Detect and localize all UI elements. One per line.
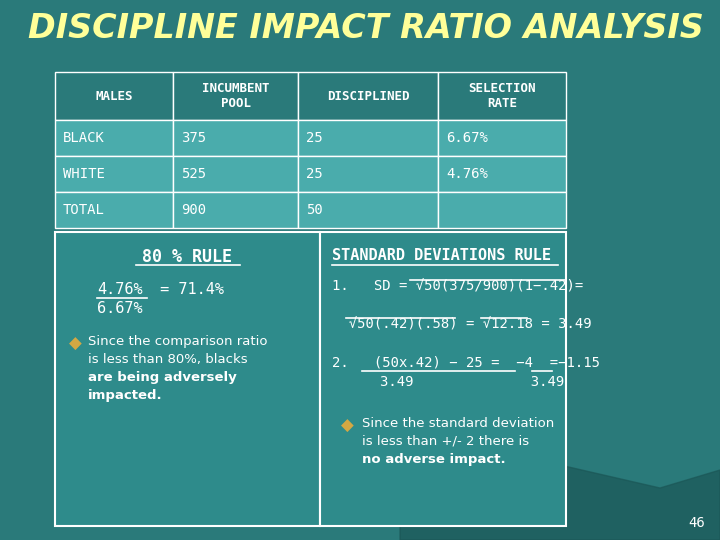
Text: 50: 50: [306, 203, 323, 217]
Text: 525: 525: [181, 167, 206, 181]
Bar: [438, 156, 566, 192]
Text: no adverse impact.: no adverse impact.: [362, 453, 505, 466]
Bar: [173, 192, 298, 228]
Bar: [173, 72, 298, 120]
Text: 4.76%: 4.76%: [446, 167, 488, 181]
Text: 1.   SD = √50(375/900)(1−.42)=: 1. SD = √50(375/900)(1−.42)=: [332, 279, 583, 293]
Text: Since the comparison ratio: Since the comparison ratio: [88, 335, 268, 348]
Text: 25: 25: [306, 167, 323, 181]
Bar: [55, 192, 173, 228]
Text: DISCIPLINE IMPACT RATIO ANALYSIS: DISCIPLINE IMPACT RATIO ANALYSIS: [28, 12, 703, 45]
Bar: [298, 192, 438, 228]
Text: Since the standard deviation: Since the standard deviation: [362, 417, 554, 430]
Text: 375: 375: [181, 131, 206, 145]
Text: 25: 25: [306, 131, 323, 145]
Bar: [298, 156, 438, 192]
Text: 6.67%: 6.67%: [446, 131, 488, 145]
Polygon shape: [400, 465, 720, 540]
Text: INCUMBENT
POOL: INCUMBENT POOL: [202, 82, 269, 110]
Text: is less than +/- 2 there is: is less than +/- 2 there is: [362, 435, 529, 448]
Text: √50(.42)(.58) = √12.18 = 3.49: √50(.42)(.58) = √12.18 = 3.49: [332, 317, 592, 331]
Text: is less than 80%, blacks: is less than 80%, blacks: [88, 353, 248, 366]
Text: TOTAL: TOTAL: [63, 203, 105, 217]
Text: impacted.: impacted.: [88, 389, 163, 402]
Text: 2.   (50x.42) − 25 =  −4  =−1.15: 2. (50x.42) − 25 = −4 =−1.15: [332, 355, 600, 369]
Bar: [438, 72, 566, 120]
Text: MALES: MALES: [95, 90, 132, 103]
Text: ◆: ◆: [68, 335, 81, 353]
Bar: [298, 72, 438, 120]
Bar: [55, 120, 173, 156]
Bar: [438, 192, 566, 228]
Bar: [55, 72, 173, 120]
Text: DISCIPLINED: DISCIPLINED: [327, 90, 409, 103]
Bar: [55, 232, 320, 526]
Text: BLACK: BLACK: [63, 131, 105, 145]
Text: 6.67%: 6.67%: [97, 301, 143, 316]
Bar: [320, 232, 566, 526]
Bar: [55, 156, 173, 192]
Bar: [173, 120, 298, 156]
Text: SELECTION
RATE: SELECTION RATE: [468, 82, 536, 110]
Text: 900: 900: [181, 203, 206, 217]
Bar: [298, 120, 438, 156]
Text: WHITE: WHITE: [63, 167, 105, 181]
Text: ◆: ◆: [341, 417, 354, 435]
Text: 4.76%: 4.76%: [97, 282, 143, 297]
Text: 3.49              3.49: 3.49 3.49: [380, 375, 564, 389]
Bar: [173, 156, 298, 192]
Text: 80 % RULE: 80 % RULE: [143, 248, 233, 266]
Text: STANDARD DEVIATIONS RULE: STANDARD DEVIATIONS RULE: [332, 248, 551, 263]
Text: are being adversely: are being adversely: [88, 371, 237, 384]
Text: = 71.4%: = 71.4%: [151, 282, 224, 297]
Bar: [438, 120, 566, 156]
Text: 46: 46: [688, 516, 705, 530]
